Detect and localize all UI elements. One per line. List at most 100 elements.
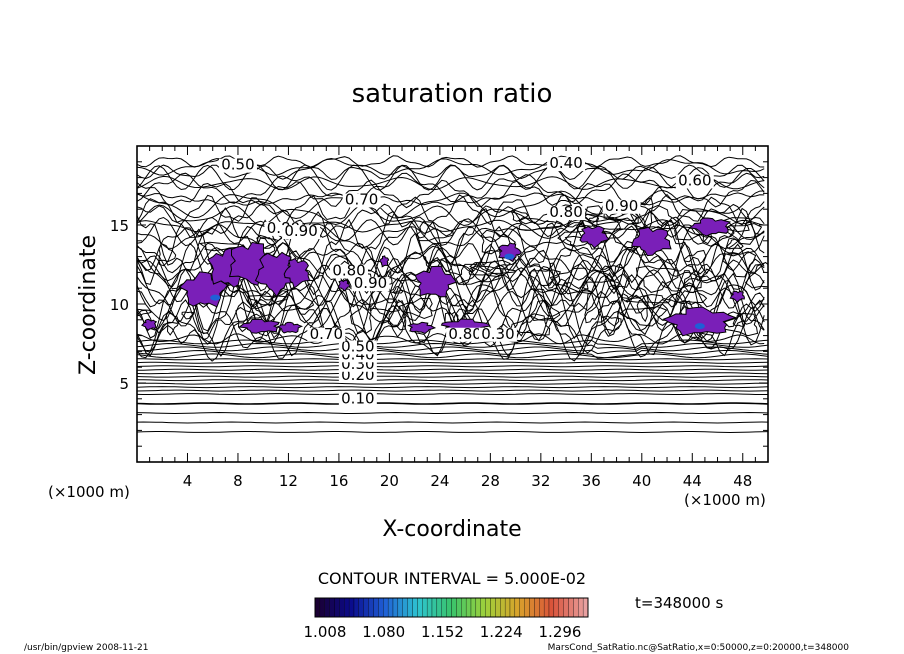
x-unit-label: (×1000 m) xyxy=(684,491,766,509)
colorbar-cell xyxy=(514,597,520,618)
svg-text:0.40: 0.40 xyxy=(549,154,582,172)
footer-right: MarsCond_SatRatio.nc@SatRatio,x=0:50000,… xyxy=(548,643,850,653)
supersaturation-patch xyxy=(579,225,610,249)
contour-line xyxy=(137,192,765,206)
contour-line xyxy=(137,189,765,220)
contour-line xyxy=(137,421,768,424)
supersaturation-patch xyxy=(338,279,351,292)
contour-line xyxy=(137,175,765,191)
supersaturation-patch xyxy=(414,265,457,298)
colorbar-cell xyxy=(543,597,550,618)
contour-line xyxy=(137,379,768,382)
contour-eddy xyxy=(137,308,153,317)
colorbar-cell xyxy=(348,597,355,618)
colorbar-cell xyxy=(407,597,413,618)
contour-eddy xyxy=(529,299,561,322)
contour-label: 0.50 xyxy=(338,337,377,355)
colorbar-cell xyxy=(329,597,335,618)
colorbar-cell xyxy=(500,597,506,618)
x-axis-label: X-coordinate xyxy=(382,517,521,542)
contour-eddy xyxy=(619,306,668,327)
svg-text:0.10: 0.10 xyxy=(341,390,374,408)
colorbar-cell xyxy=(402,597,408,618)
contour-eddy xyxy=(600,315,622,337)
patch-core xyxy=(694,323,705,330)
colorbar-cell xyxy=(563,597,569,618)
colorbar-cell xyxy=(470,597,477,618)
x-tick-label: 44 xyxy=(683,472,702,490)
contour-label: 0.80 xyxy=(330,262,369,280)
x-tick-label: 20 xyxy=(380,472,399,490)
contour-eddy xyxy=(560,263,597,295)
contour-line xyxy=(137,361,768,364)
contour-eddy xyxy=(165,310,180,336)
contour-line xyxy=(137,368,768,371)
colorbar-tick-label: 1.296 xyxy=(539,623,582,641)
contour-line xyxy=(137,358,768,361)
colorbar-tick-label: 1.224 xyxy=(480,623,523,641)
contour-label: 0.10 xyxy=(338,390,377,408)
svg-text:0.90: 0.90 xyxy=(354,274,387,292)
supersaturation-patch xyxy=(687,217,732,237)
colorbar-cell xyxy=(495,597,501,618)
y-tick-label: 10 xyxy=(110,296,129,314)
contour-eddy xyxy=(624,293,672,304)
colorbar-cell xyxy=(490,597,496,618)
colorbar-cell xyxy=(412,597,418,618)
contour-line xyxy=(137,353,768,359)
contour-eddy xyxy=(368,298,400,313)
colorbar-cell xyxy=(504,597,511,618)
contour-line xyxy=(137,172,765,205)
x-tick-label: 28 xyxy=(481,472,500,490)
contour-eddy xyxy=(455,263,500,285)
colorbar-cell xyxy=(383,597,389,618)
contour-eddy xyxy=(683,249,707,275)
colorbar-cell xyxy=(509,597,516,618)
contour-line xyxy=(137,382,768,385)
colorbar-cell xyxy=(378,597,384,618)
contour-eddy xyxy=(415,221,454,242)
colorbar-cell xyxy=(548,597,555,618)
contour-line xyxy=(137,164,765,191)
chart-title: saturation ratio xyxy=(352,79,553,109)
colorbar-cell xyxy=(582,597,589,618)
contour-line xyxy=(137,375,768,378)
contour-eddy xyxy=(725,238,744,250)
colorbar-cell xyxy=(392,597,399,618)
patch-core xyxy=(210,294,221,301)
contour-line xyxy=(137,349,768,359)
contour-eddy xyxy=(744,261,768,289)
contour-line xyxy=(137,389,768,392)
colorbar-cell xyxy=(485,597,491,618)
supersaturation-patch xyxy=(254,251,297,298)
contour-eddy xyxy=(597,299,621,327)
contour-eddy xyxy=(529,269,562,287)
colorbar-labels: 1.008 1.080 1.152 1.224 1.296 xyxy=(304,623,582,641)
contour-eddy xyxy=(609,263,631,289)
contour-label: 0.90 xyxy=(602,197,641,215)
contour-eddy xyxy=(392,285,404,294)
contour-line xyxy=(137,393,768,395)
colorbar-cell xyxy=(426,597,433,618)
contour-eddy xyxy=(631,204,679,230)
x-tick-label: 48 xyxy=(733,472,752,490)
svg-text:0.80: 0.80 xyxy=(332,262,365,280)
contour-label: 0.50 xyxy=(218,156,257,174)
contour-eddy xyxy=(580,280,621,298)
colorbar-cell xyxy=(373,597,379,618)
footer-left: /usr/bin/gpview 2008-11-21 xyxy=(24,643,148,653)
time-label: t=348000 s xyxy=(635,594,723,612)
patch-core xyxy=(504,253,515,260)
colorbar-cell xyxy=(446,597,452,618)
colorbar-cell xyxy=(344,597,350,618)
svg-text:0.80: 0.80 xyxy=(549,203,582,221)
contour-eddy xyxy=(511,209,529,222)
y-unit-label: (×1000 m) xyxy=(48,483,130,501)
contour-eddy xyxy=(549,267,589,293)
contour-line xyxy=(137,164,765,181)
contour-line xyxy=(137,339,768,349)
colorbar-cell xyxy=(368,597,374,618)
contour-line xyxy=(137,346,768,355)
contour-eddy xyxy=(387,299,407,331)
contour-eddy xyxy=(468,265,517,276)
